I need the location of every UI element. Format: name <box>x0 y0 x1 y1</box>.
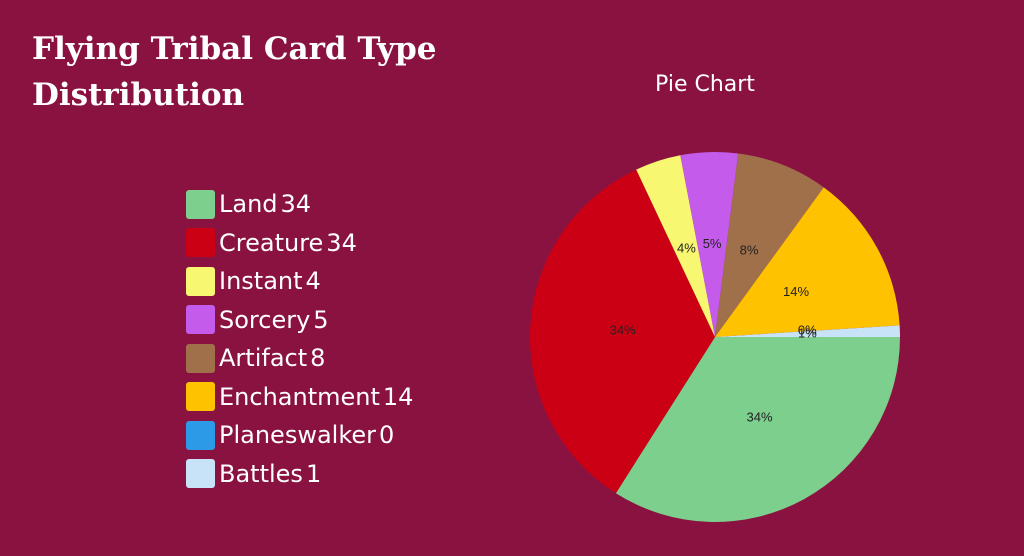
legend-label: Enchantment <box>219 382 380 411</box>
pie-label-instant: 4% <box>677 240 696 255</box>
legend-label: Planeswalker <box>219 421 377 450</box>
legend-swatch-battles <box>186 459 215 489</box>
chart-title: Pie Chart <box>655 72 755 97</box>
legend-swatch-enchantment <box>186 382 215 412</box>
legend-swatch-sorcery <box>186 305 215 335</box>
legend-item-battles: Battles 1 <box>186 455 413 494</box>
chart-legend: Land 34 Creature 34 Instant 4 Sorcery 5 … <box>186 185 413 493</box>
pie-slice-instant <box>636 155 715 337</box>
legend-item-instant: Instant 4 <box>186 262 413 301</box>
legend-count: 34 <box>326 228 357 257</box>
legend-item-artifact: Artifact 8 <box>186 339 413 378</box>
pie-slice-enchantment <box>715 187 900 337</box>
pie-slice-creature <box>530 169 715 494</box>
legend-item-enchantment: Enchantment 14 <box>186 378 413 417</box>
legend-item-planeswalker: Planeswalker 0 <box>186 416 413 455</box>
legend-swatch-planeswalker <box>186 420 215 450</box>
legend-label: Sorcery <box>219 305 311 334</box>
legend-count: 0 <box>379 421 395 450</box>
pie-label-land: 34% <box>747 409 773 424</box>
pie-slice-battles <box>715 325 900 337</box>
legend-count: 8 <box>310 344 326 373</box>
legend-count: 5 <box>313 305 329 334</box>
legend-swatch-land <box>186 189 215 219</box>
pie-label-creature: 34% <box>610 323 636 338</box>
pie-label-battles: 1% <box>798 326 817 341</box>
pie-slice-sorcery <box>680 152 739 337</box>
legend-label: Battles <box>219 459 303 488</box>
legend-label: Artifact <box>219 344 308 373</box>
pie-labels: 34% 34% 4% 5% 8% 14% 0%1% <box>610 236 818 425</box>
legend-item-land: Land 34 <box>186 185 413 224</box>
legend-swatch-artifact <box>186 343 215 373</box>
legend-count: 1 <box>305 459 322 488</box>
pie-label-sorcery: 5% <box>703 236 722 251</box>
legend-swatch-creature <box>186 228 215 258</box>
page-title: Flying Tribal Card Type Distribution <box>32 31 437 113</box>
legend-count: 34 <box>280 190 312 219</box>
pie-slice-land <box>615 337 900 523</box>
legend-count: 14 <box>382 382 414 411</box>
pie-slices <box>530 152 900 523</box>
legend-label: Land <box>219 190 278 219</box>
legend-label: Instant <box>219 267 303 296</box>
pie-label-enchantment: 14% <box>783 284 809 299</box>
pie-slice-artifact <box>715 153 824 337</box>
legend-item-creature: Creature 34 <box>186 224 413 263</box>
legend-count: 4 <box>305 267 321 296</box>
legend-item-sorcery: Sorcery 5 <box>186 301 413 340</box>
legend-swatch-instant <box>186 266 215 296</box>
legend-label: Creature <box>219 228 324 257</box>
pie-label-planeswalker: 0% <box>798 323 817 338</box>
pie-chart: 34% 34% 4% 5% 8% 14% 0%1% <box>530 152 900 523</box>
pie-label-artifact: 8% <box>740 242 759 257</box>
